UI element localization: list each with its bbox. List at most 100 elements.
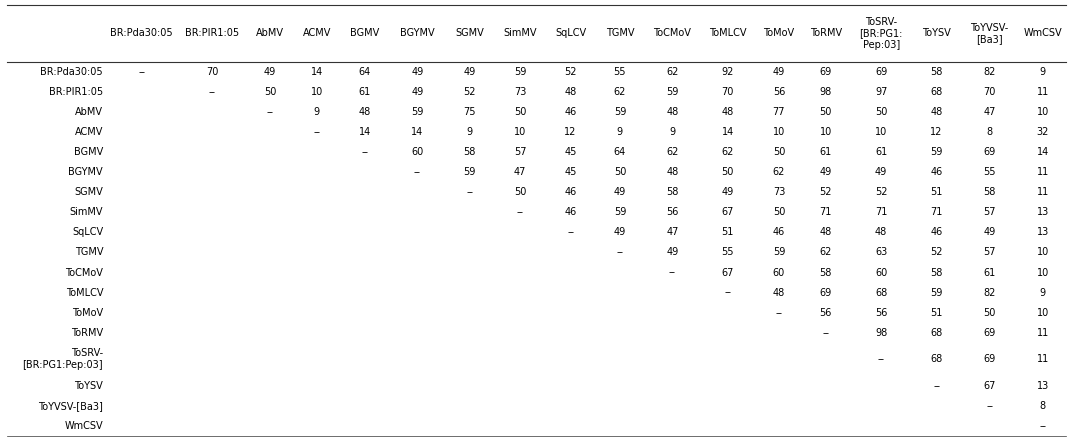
Text: 49: 49 bbox=[614, 187, 627, 197]
Text: 49: 49 bbox=[464, 67, 476, 77]
Text: ToMoV: ToMoV bbox=[764, 28, 795, 38]
Text: 47: 47 bbox=[514, 167, 526, 177]
Text: 46: 46 bbox=[931, 167, 942, 177]
Text: 9: 9 bbox=[1040, 288, 1045, 298]
Text: ToSRV-
[BR:PG1:Pep:03]: ToSRV- [BR:PG1:Pep:03] bbox=[22, 348, 103, 370]
Text: 73: 73 bbox=[514, 87, 526, 97]
Text: 48: 48 bbox=[875, 228, 887, 237]
Text: 55: 55 bbox=[983, 167, 996, 177]
Text: 77: 77 bbox=[772, 107, 785, 117]
Text: 49: 49 bbox=[722, 187, 734, 197]
Text: 62: 62 bbox=[666, 67, 679, 77]
Text: 10: 10 bbox=[1037, 107, 1049, 117]
Text: 62: 62 bbox=[772, 167, 785, 177]
Text: 60: 60 bbox=[875, 268, 887, 277]
Text: 59: 59 bbox=[931, 147, 942, 157]
Text: 9: 9 bbox=[314, 107, 320, 117]
Text: 58: 58 bbox=[931, 67, 942, 77]
Text: TGMV: TGMV bbox=[606, 28, 634, 38]
Text: 68: 68 bbox=[931, 87, 942, 97]
Text: 10: 10 bbox=[1037, 268, 1049, 277]
Text: 57: 57 bbox=[514, 147, 526, 157]
Text: 61: 61 bbox=[359, 87, 371, 97]
Text: 46: 46 bbox=[773, 228, 785, 237]
Text: --: -- bbox=[877, 354, 885, 364]
Text: 59: 59 bbox=[464, 167, 476, 177]
Text: 49: 49 bbox=[773, 67, 785, 77]
Text: BR:Pda30:05: BR:Pda30:05 bbox=[41, 67, 103, 77]
Text: 67: 67 bbox=[722, 207, 734, 217]
Text: 60: 60 bbox=[411, 147, 423, 157]
Text: --: -- bbox=[138, 67, 146, 77]
Text: --: -- bbox=[568, 228, 574, 237]
Text: 11: 11 bbox=[1037, 167, 1049, 177]
Text: ACMV: ACMV bbox=[75, 127, 103, 137]
Text: 62: 62 bbox=[666, 147, 679, 157]
Text: 49: 49 bbox=[614, 228, 627, 237]
Text: --: -- bbox=[668, 268, 676, 277]
Text: BR:Pda30:05: BR:Pda30:05 bbox=[110, 28, 174, 38]
Text: 9: 9 bbox=[1040, 67, 1045, 77]
Text: ToYSV: ToYSV bbox=[922, 28, 951, 38]
Text: 48: 48 bbox=[359, 107, 371, 117]
Text: 9: 9 bbox=[669, 127, 676, 137]
Text: 58: 58 bbox=[464, 147, 476, 157]
Text: 14: 14 bbox=[311, 67, 323, 77]
Text: 58: 58 bbox=[666, 187, 679, 197]
Text: 52: 52 bbox=[931, 247, 942, 258]
Text: 12: 12 bbox=[931, 127, 942, 137]
Text: SqLCV: SqLCV bbox=[555, 28, 586, 38]
Text: 48: 48 bbox=[666, 167, 678, 177]
Text: 49: 49 bbox=[411, 67, 423, 77]
Text: --: -- bbox=[361, 147, 368, 157]
Text: 10: 10 bbox=[1037, 247, 1049, 258]
Text: 69: 69 bbox=[983, 328, 996, 338]
Text: 48: 48 bbox=[722, 107, 734, 117]
Text: 50: 50 bbox=[875, 107, 888, 117]
Text: 13: 13 bbox=[1037, 228, 1049, 237]
Text: 71: 71 bbox=[819, 207, 832, 217]
Text: ToRMV: ToRMV bbox=[71, 328, 103, 338]
Text: 55: 55 bbox=[614, 67, 627, 77]
Text: 62: 62 bbox=[722, 147, 734, 157]
Text: ACMV: ACMV bbox=[303, 28, 331, 38]
Text: WmCSV: WmCSV bbox=[1023, 28, 1062, 38]
Text: 59: 59 bbox=[931, 288, 942, 298]
Text: --: -- bbox=[986, 401, 993, 411]
Text: 50: 50 bbox=[263, 87, 276, 97]
Text: ToCMoV: ToCMoV bbox=[653, 28, 691, 38]
Text: 49: 49 bbox=[875, 167, 887, 177]
Text: 9: 9 bbox=[467, 127, 472, 137]
Text: --: -- bbox=[933, 381, 940, 391]
Text: 51: 51 bbox=[931, 308, 942, 318]
Text: 69: 69 bbox=[819, 67, 832, 77]
Text: ToYVSV-
[Ba3]: ToYVSV- [Ba3] bbox=[970, 22, 1009, 44]
Text: 11: 11 bbox=[1037, 354, 1049, 364]
Text: SimMV: SimMV bbox=[503, 28, 537, 38]
Text: 97: 97 bbox=[875, 87, 888, 97]
Text: 10: 10 bbox=[514, 127, 526, 137]
Text: 69: 69 bbox=[819, 288, 832, 298]
Text: 59: 59 bbox=[411, 107, 423, 117]
Text: 59: 59 bbox=[514, 67, 526, 77]
Text: 50: 50 bbox=[772, 147, 785, 157]
Text: 61: 61 bbox=[819, 147, 832, 157]
Text: 56: 56 bbox=[666, 207, 679, 217]
Text: 48: 48 bbox=[931, 107, 942, 117]
Text: 62: 62 bbox=[819, 247, 832, 258]
Text: 73: 73 bbox=[772, 187, 785, 197]
Text: 82: 82 bbox=[983, 67, 996, 77]
Text: 10: 10 bbox=[875, 127, 887, 137]
Text: SGMV: SGMV bbox=[455, 28, 484, 38]
Text: 68: 68 bbox=[931, 354, 942, 364]
Text: 68: 68 bbox=[931, 328, 942, 338]
Text: 63: 63 bbox=[875, 247, 887, 258]
Text: 52: 52 bbox=[875, 187, 888, 197]
Text: 58: 58 bbox=[819, 268, 832, 277]
Text: 14: 14 bbox=[411, 127, 423, 137]
Text: 10: 10 bbox=[819, 127, 832, 137]
Text: BGMV: BGMV bbox=[350, 28, 379, 38]
Text: 32: 32 bbox=[1037, 127, 1049, 137]
Text: BR:PIR1:05: BR:PIR1:05 bbox=[185, 28, 239, 38]
Text: 50: 50 bbox=[514, 107, 526, 117]
